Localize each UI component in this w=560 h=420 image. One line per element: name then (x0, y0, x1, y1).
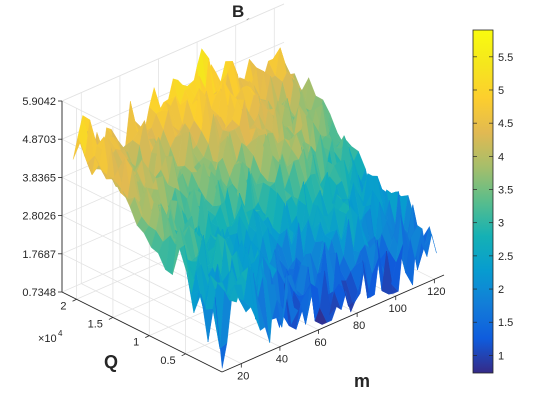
y-tick-label: 1.5 (88, 318, 103, 330)
y-tick-mark (145, 335, 150, 338)
z-tick-label: 1.7687 (22, 249, 56, 261)
surface-mesh (72, 47, 437, 369)
colorbar-tick-label: 4.5 (498, 118, 513, 130)
z-tick-label: 2.8026 (22, 211, 56, 223)
colorbar (472, 29, 494, 374)
title-main: B (232, 2, 244, 21)
y-tick-label: 0.5 (160, 355, 175, 367)
x-axis-line (221, 274, 445, 373)
y-axis-label: Q (104, 352, 118, 372)
colorbar-tick-label: 3.5 (498, 185, 513, 197)
colorbar-tick-label: 1.5 (498, 317, 513, 329)
colorbar-tick-label: 5.5 (498, 52, 513, 64)
colorbar-tick-label: 5 (498, 85, 504, 97)
x-tick-label: 80 (353, 320, 365, 332)
y-tick-mark (181, 353, 186, 357)
y-axis-line (61, 291, 223, 373)
x-tick-label: 100 (389, 303, 407, 315)
y-tick-mark (108, 317, 114, 320)
y-tick-label: 2 (60, 300, 66, 312)
y-exponent-base: ×10 (38, 333, 57, 345)
colorbar-tick-label: 1 (498, 350, 504, 362)
colorbar-tick-label: 3 (498, 218, 504, 230)
y-exponent-power: 4 (58, 329, 63, 338)
z-tick-label: 0.7348 (22, 287, 56, 299)
colorbar-tick-label: 4 (498, 151, 504, 163)
y-tick-label: 1 (133, 337, 139, 349)
colorbar-tick-label: 2.5 (498, 251, 513, 263)
x-tick-label: 120 (427, 286, 445, 298)
z-tick-label: 5.9042 (22, 96, 56, 108)
z-tick-label: 3.8365 (22, 172, 56, 184)
colorbar-ticks: 1 1.5 2 2.5 3 3.5 4 4.5 5 5.5 (473, 52, 513, 362)
tick-labels: 20 40 60 80 100 120 0.5 1 1.5 2 0.7348 1.7687 2.8026… (22, 96, 445, 383)
y-tick-mark (72, 298, 77, 302)
colorbar-tick-label: 2 (498, 284, 504, 296)
y-exponent: ×10 4 (38, 329, 63, 345)
axes-lines (61, 101, 445, 373)
x-tick-label: 40 (276, 354, 288, 366)
surface-patch (424, 225, 437, 254)
z-tick-label: 4.8703 (22, 134, 56, 146)
x-tick-label: 20 (237, 371, 249, 383)
x-axis-label: m (354, 371, 370, 391)
x-tick-label: 60 (314, 337, 326, 349)
